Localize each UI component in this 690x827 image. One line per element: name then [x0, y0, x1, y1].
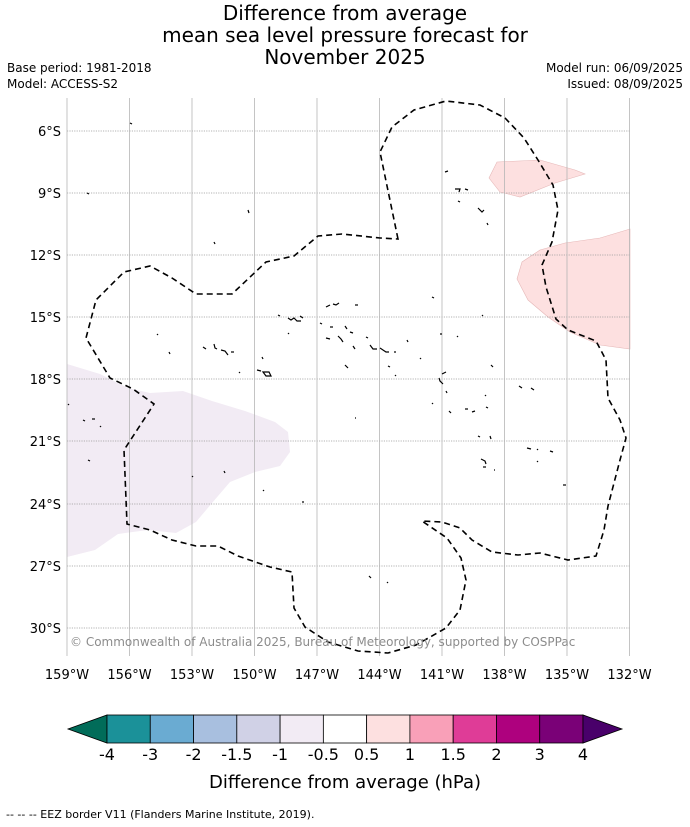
lon-label: 150°W: [232, 668, 276, 683]
colorbar-tick-label: 4: [578, 745, 588, 764]
positive-anomaly-area-right: [516, 228, 631, 350]
colorbar-cell: [149, 714, 194, 744]
colorbar-over-arrow: [582, 714, 624, 744]
title-line-2: mean sea level pressure forecast for: [162, 23, 528, 47]
latitude-gridlines: [67, 130, 630, 629]
lon-label: 144°W: [357, 668, 401, 683]
lon-label: 138°W: [482, 668, 526, 683]
lat-label: 6°S: [38, 125, 61, 140]
lon-label: 132°W: [607, 668, 651, 683]
model-name: Model: ACCESS-S2: [7, 77, 119, 91]
issued-date: Issued: 08/09/2025: [567, 77, 683, 91]
colorbar-label: Difference from average (hPa): [209, 772, 481, 793]
title-line-3: November 2025: [264, 45, 426, 69]
positive-anomaly-area-upper: [488, 159, 586, 198]
lat-label: 12°S: [30, 249, 61, 264]
lat-label: 27°S: [30, 560, 61, 575]
lat-label: 21°S: [30, 435, 61, 450]
lon-label: 141°W: [420, 668, 464, 683]
lon-label: 147°W: [295, 668, 339, 683]
colorbar-cell: [539, 714, 584, 744]
colorbar-tick-label: -2: [186, 745, 202, 764]
colorbar-tick-label: 3: [535, 745, 545, 764]
title-line-1: Difference from average: [222, 1, 468, 25]
colorbar-cell: [236, 714, 281, 744]
lon-label: 135°W: [545, 668, 589, 683]
colorbar-cell: [193, 714, 238, 744]
base-period: Base period: 1981-2018: [7, 61, 152, 75]
metadata-right: Model run: 06/09/2025 Issued: 08/09/2025: [546, 60, 683, 92]
colorbar-tick-label: 0.5: [354, 745, 379, 764]
lat-label: 18°S: [30, 373, 61, 388]
island-outlines: [67, 122, 566, 584]
colorbar: -4 -3 -2 -1.5 -1 -0.5 0.5 1 1.5 2 3 4 Difference fr…: [66, 714, 624, 793]
lon-label: 153°W: [170, 668, 214, 683]
model-run: Model run: 06/09/2025: [545, 61, 683, 75]
colorbar-tick-label: 1.5: [440, 745, 465, 764]
eez-legend-note: -- -- -- EEZ border V11 (Flanders Marine…: [6, 808, 315, 821]
latitude-labels: 6°S 9°S 12°S 15°S 18°S 21°S 24°S 27°S 30…: [30, 125, 61, 637]
colorbar-cell: [366, 714, 411, 744]
colorbar-cell: [496, 714, 541, 744]
colorbar-cell: [279, 714, 324, 744]
lat-label: 30°S: [30, 622, 61, 637]
lon-label: 159°W: [45, 668, 89, 683]
colorbar-tick-label: -1.5: [221, 745, 252, 764]
eez-border: [85, 100, 627, 654]
colorbar-cell: [409, 714, 454, 744]
colorbar-tick-label: -1: [272, 745, 288, 764]
colorbar-tick-label: -0.5: [308, 745, 339, 764]
copyright-notice: © Commonwealth of Australia 2025, Bureau…: [70, 635, 575, 649]
colorbar-cell: [106, 714, 151, 744]
colorbar-tick-label: 1: [405, 745, 415, 764]
lat-label: 9°S: [38, 187, 61, 202]
lat-label: 15°S: [30, 311, 61, 326]
colorbar-tick-label: -4: [99, 745, 115, 764]
colorbar-tick-label: 2: [491, 745, 501, 764]
lat-label: 24°S: [30, 498, 61, 513]
colorbar-cell: [322, 714, 368, 744]
lon-label: 156°W: [107, 668, 151, 683]
negative-anomaly-area: [67, 364, 290, 557]
map-title: Difference from average mean sea level p…: [0, 2, 690, 68]
colorbar-tick-label: -3: [142, 745, 158, 764]
longitude-labels: 159°W 156°W 153°W 150°W 147°W 144°W 141°…: [45, 668, 652, 683]
colorbar-under-arrow: [66, 714, 108, 744]
colorbar-cell: [452, 714, 497, 744]
metadata-left: Base period: 1981-2018 Model: ACCESS-S2: [7, 60, 152, 92]
longitude-gridlines: [66, 98, 630, 656]
